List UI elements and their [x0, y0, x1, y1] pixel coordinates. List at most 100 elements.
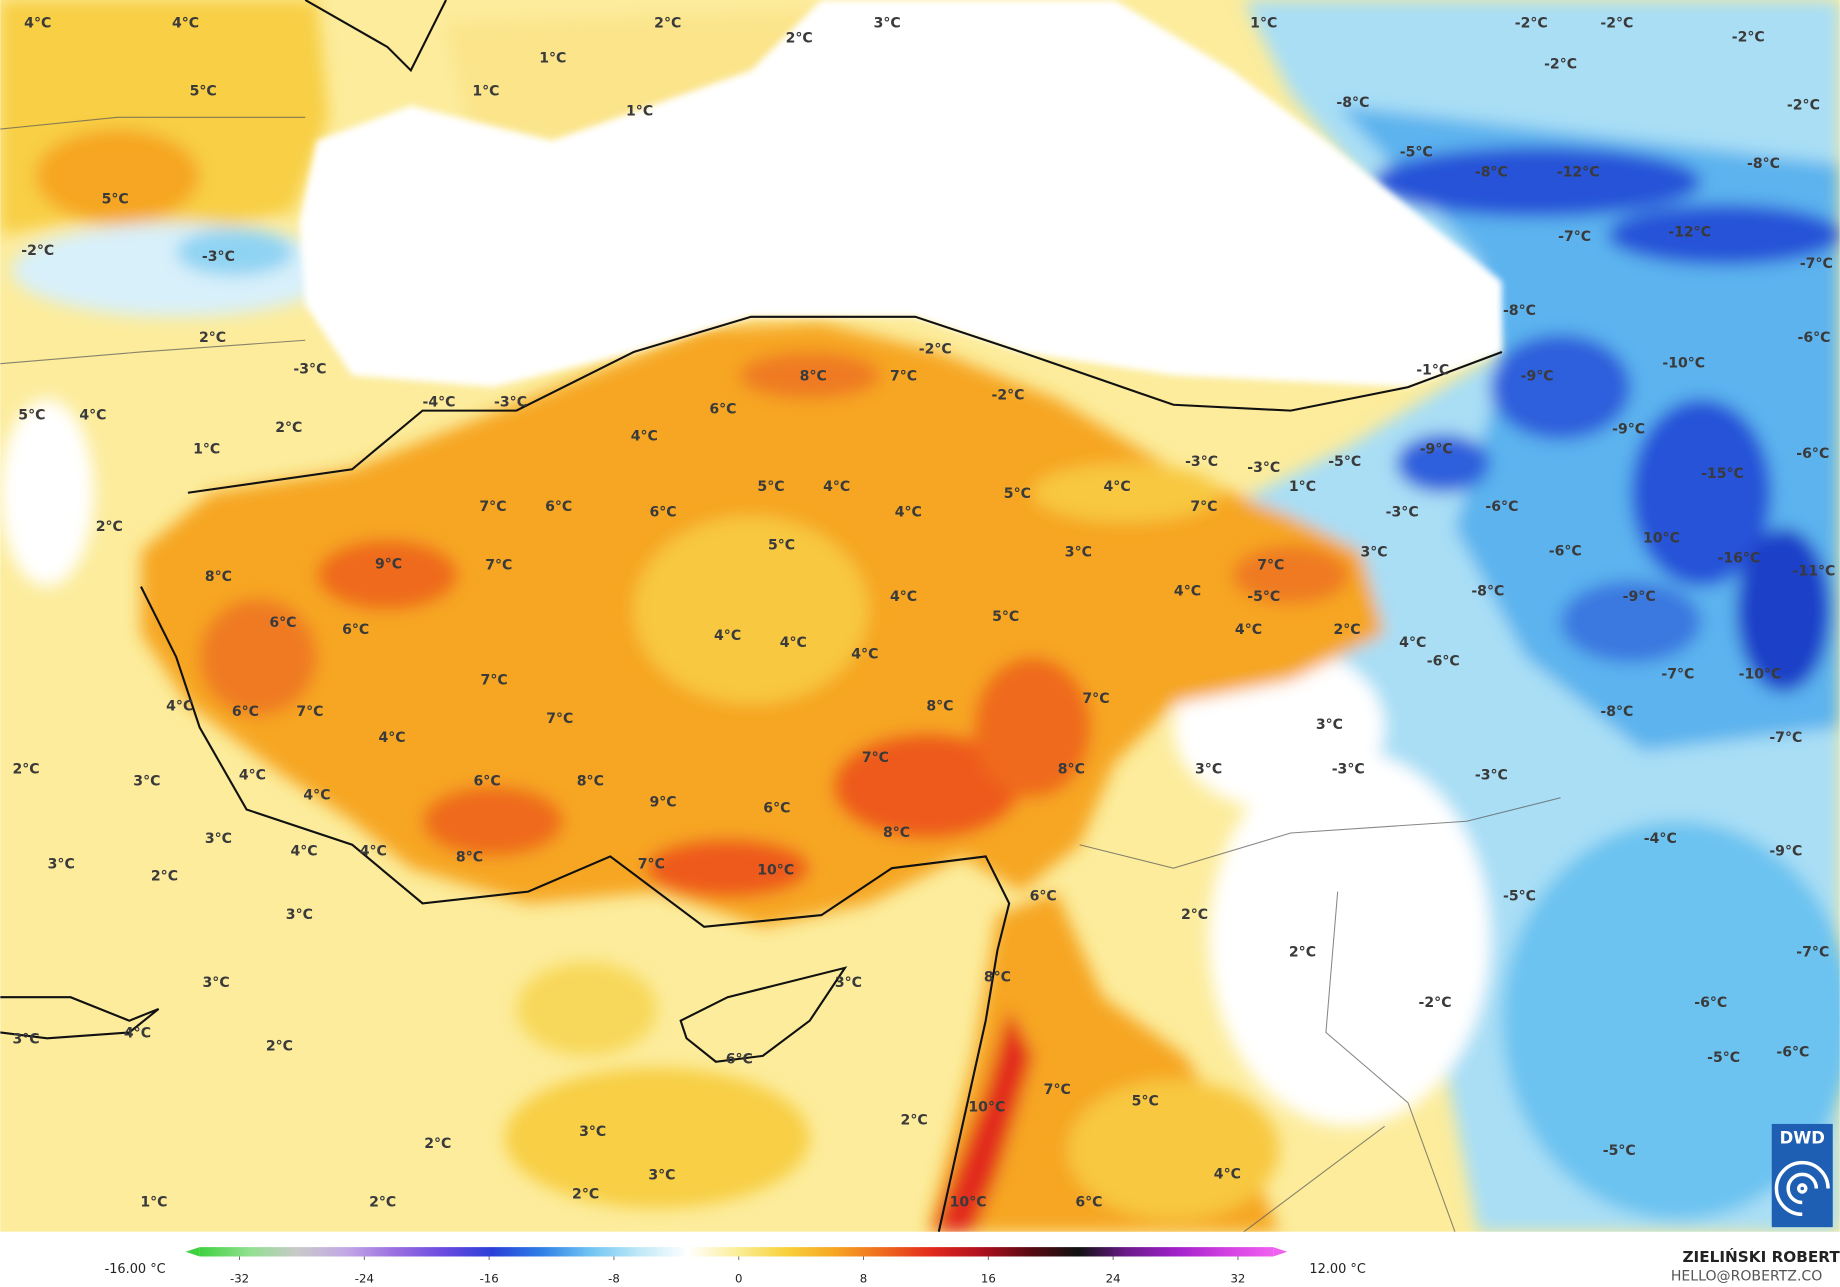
logo-text: DWD — [1780, 1129, 1825, 1148]
temperature-label: 8°C — [984, 969, 1011, 985]
temperature-label: 3°C — [1065, 545, 1092, 561]
temperature-label: 4°C — [239, 767, 266, 783]
temperature-label: -9°C — [1521, 369, 1554, 385]
temperature-label: 1°C — [626, 103, 653, 119]
temperature-label: 10°C — [1643, 530, 1680, 546]
temperature-label: -3°C — [1332, 762, 1365, 778]
temperature-label: 4°C — [1104, 479, 1131, 495]
temperature-label: 4°C — [124, 1026, 151, 1042]
temperature-label: -3°C — [1475, 767, 1508, 783]
temperature-label: 5°C — [18, 407, 45, 423]
dwd-logo: DWD — [1771, 1123, 1833, 1228]
temperature-label: -12°C — [1668, 224, 1711, 240]
borders — [0, 116, 1561, 1232]
temperature-label: 6°C — [726, 1051, 753, 1067]
temperature-label: -7°C — [1796, 945, 1829, 961]
colorbar-tick-label: 16 — [981, 1271, 996, 1285]
colorbar-tick-label: 32 — [1230, 1271, 1245, 1285]
temperature-label: -5°C — [1328, 454, 1361, 470]
colorbar-tick-label: -16 — [480, 1271, 499, 1285]
temperature-label: 6°C — [474, 773, 501, 789]
temperature-label: 4°C — [1214, 1166, 1241, 1182]
temperature-label: 9°C — [375, 556, 402, 572]
temperature-label: 3°C — [1316, 717, 1343, 733]
temperature-label: 2°C — [424, 1136, 451, 1152]
colorbar-min-label: -16.00 °C — [105, 1262, 166, 1277]
colorbar-bar — [199, 1247, 1274, 1257]
temperature-label: 7°C — [1082, 691, 1109, 707]
temperature-label: 4°C — [1399, 635, 1426, 651]
logo-swirl — [1774, 1160, 1830, 1217]
temperature-label: -2°C — [1515, 15, 1548, 31]
colorbar: -32 -24 -16 -8 0 8 16 24 32 — [185, 1247, 1288, 1285]
temperature-label: -4°C — [422, 394, 455, 410]
temperature-label: -5°C — [1247, 589, 1280, 605]
temperature-label: -2°C — [991, 387, 1024, 403]
temperature-label: 2°C — [266, 1038, 293, 1054]
temperature-labels: 4°C 4°C 2°C 1°C 2°C 3°C 1°C -2°C -2°C -2°C -2°C -2°… — [12, 15, 1835, 1210]
temperature-label: -9°C — [1623, 589, 1656, 605]
temperature-label: 6°C — [269, 615, 296, 631]
temperature-label: -5°C — [1400, 145, 1433, 161]
temperature-label: 8°C — [577, 773, 604, 789]
temperature-label: 7°C — [481, 672, 508, 688]
temperature-label: -6°C — [1549, 543, 1582, 559]
temperature-label: 2°C — [275, 420, 302, 436]
temperature-label: 4°C — [360, 844, 387, 860]
temperature-label: 6°C — [1030, 888, 1057, 904]
colorbar-tick-label: -24 — [355, 1271, 374, 1285]
temperature-label: 4°C — [79, 407, 106, 423]
temperature-label: -4°C — [1644, 831, 1677, 847]
temperature-label: -2°C — [1787, 98, 1820, 114]
temperature-label: 5°C — [992, 609, 1019, 625]
temperature-label: 2°C — [1181, 907, 1208, 923]
temperature-label: 3°C — [835, 975, 862, 991]
colorbar-arrow-high — [1273, 1247, 1288, 1257]
temperature-label: -8°C — [1471, 583, 1504, 599]
temperature-label: 7°C — [1044, 1082, 1071, 1098]
temperature-label: 6°C — [1075, 1195, 1102, 1211]
temperature-label: 6°C — [545, 499, 572, 515]
temperature-label: 1°C — [1250, 15, 1277, 31]
temperature-label: -3°C — [1386, 505, 1419, 521]
temperature-label: 2°C — [786, 31, 813, 47]
temperature-label: 2°C — [654, 15, 681, 31]
temperature-label: 8°C — [926, 698, 953, 714]
temperature-label: 4°C — [303, 787, 330, 803]
colorbar-tick-label: 8 — [860, 1271, 867, 1285]
temperature-label: -11°C — [1793, 563, 1836, 579]
temperature-label: 5°C — [768, 538, 795, 554]
temperature-label: 3°C — [648, 1168, 675, 1184]
temperature-label: -8°C — [1503, 303, 1536, 319]
temperature-label: -6°C — [1485, 499, 1518, 515]
colorbar-tick-label: -8 — [608, 1271, 620, 1285]
temperature-label: 7°C — [546, 711, 573, 727]
temperature-label: 2°C — [901, 1112, 928, 1128]
temperature-label: 5°C — [102, 191, 129, 207]
temperature-label: -2°C — [21, 243, 54, 259]
temperature-label: -10°C — [1739, 667, 1782, 683]
temperature-label: 5°C — [757, 479, 784, 495]
temperature-label: -1°C — [1416, 363, 1449, 379]
temperature-label: 2°C — [369, 1195, 396, 1211]
temperature-label: -10°C — [1662, 356, 1705, 372]
temperature-label: -7°C — [1769, 730, 1802, 746]
temperature-label: -5°C — [1603, 1143, 1636, 1159]
temperature-label: 3°C — [1195, 762, 1222, 778]
temperature-label: 4°C — [895, 505, 922, 521]
temperature-label: 7°C — [296, 704, 323, 720]
temperature-label: -5°C — [1503, 888, 1536, 904]
coastlines — [0, 0, 1503, 1232]
credit-contact: HELLO@ROBERTZ.CO — [1671, 1268, 1822, 1284]
black-sea — [299, 0, 1502, 388]
temperature-label: -12°C — [1557, 164, 1600, 180]
temperature-label: -2°C — [1544, 57, 1577, 73]
temperature-label: -3°C — [202, 249, 235, 265]
temperature-label: -9°C — [1420, 441, 1453, 457]
temperature-label: 6°C — [709, 401, 736, 417]
temperature-label: -15°C — [1701, 466, 1744, 482]
temperature-label: 1°C — [472, 84, 499, 100]
colorbar-tick-label: 0 — [735, 1271, 742, 1285]
temperature-label: 1°C — [140, 1195, 167, 1211]
temperature-label: 7°C — [479, 499, 506, 515]
